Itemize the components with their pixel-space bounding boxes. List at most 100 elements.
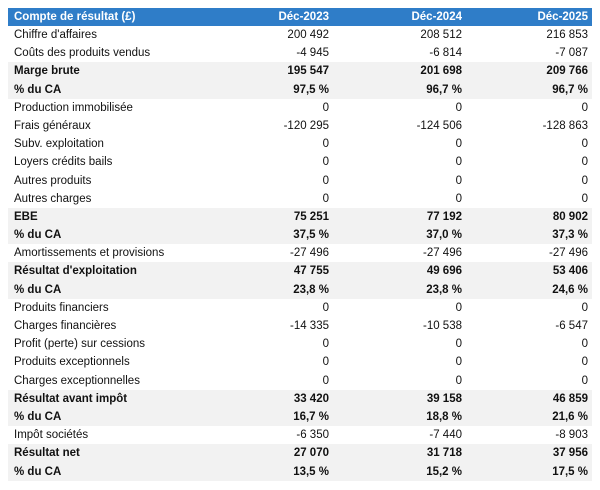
- row-label: % du CA: [14, 229, 62, 242]
- value-cell: 0: [455, 156, 462, 169]
- value-cell: Déc-2025: [537, 11, 588, 23]
- income-statement-table: Compte de résultat (£) Déc-2023 Déc-2024 Dé…: [8, 8, 592, 481]
- value-cell: 39 158: [426, 392, 462, 405]
- row-label: Marge brute: [14, 65, 80, 78]
- table-row: Frais généraux -120 295 -124 506 -128 863: [8, 117, 592, 135]
- table-row: Produits exceptionnels 0 0 0: [8, 353, 592, 371]
- value-cell: 80 902: [552, 210, 588, 223]
- header-row: Compte de résultat (£) Déc-2023 Déc-2024 Dé…: [8, 8, 592, 26]
- row-label: Charges exceptionnelles: [14, 374, 140, 387]
- row-label: Subv. exploitation: [14, 138, 104, 151]
- value-cell: 49 696: [426, 265, 462, 278]
- value-cell: 0: [322, 338, 329, 351]
- value-cell: 13,5 %: [293, 465, 329, 478]
- value-cell: 97,5 %: [293, 83, 329, 96]
- value-cell: 0: [322, 356, 329, 369]
- total-row: Résultat net 27 070 31 718 37 956: [8, 444, 592, 463]
- value-cell: -27 496: [289, 247, 329, 260]
- table-row: Chiffre d'affaires 200 492 208 512 216 853: [8, 26, 592, 44]
- table-row: Impôt sociétés -6 350 -7 440 -8 903: [8, 426, 592, 444]
- value-cell: -6 547: [555, 320, 588, 332]
- value-cell: -7 440: [429, 429, 462, 442]
- total-row: % du CA 97,5 % 96,7 % 96,7 %: [8, 80, 592, 99]
- value-cell: 0: [455, 174, 462, 187]
- value-cell: 0: [322, 156, 329, 169]
- value-cell: 37 956: [552, 447, 588, 460]
- value-cell: 0: [581, 174, 588, 187]
- value-cell: -10 538: [422, 320, 462, 332]
- total-row: Résultat avant impôt 33 420 39 158 46 859: [8, 389, 592, 408]
- value-cell: 0: [581, 156, 588, 169]
- row-label: % du CA: [14, 410, 62, 423]
- value-cell: 53 406: [552, 265, 588, 278]
- value-cell: 18,8 %: [426, 410, 462, 423]
- value-cell: -4 945: [296, 47, 329, 60]
- value-cell: -124 506: [416, 119, 462, 132]
- table-row: Charges financières -14 335 -10 538 -6 547: [8, 317, 592, 335]
- row-label: Produits exceptionnels: [14, 356, 130, 369]
- value-cell: 0: [455, 374, 462, 387]
- value-cell: 96,7 %: [426, 83, 462, 96]
- value-cell: 17,5 %: [552, 465, 588, 478]
- table-row: Profit (perte) sur cessions 0 0 0: [8, 335, 592, 353]
- value-cell: 23,8 %: [293, 283, 329, 296]
- table-row: Autres charges 0 0 0: [8, 190, 592, 208]
- row-label: EBE: [14, 210, 38, 223]
- value-cell: 0: [322, 192, 329, 205]
- value-cell: 216 853: [546, 29, 588, 41]
- total-row: % du CA 37,5 % 37,0 % 37,3 %: [8, 226, 592, 245]
- row-label: Loyers crédits bails: [14, 156, 113, 169]
- value-cell: 27 070: [293, 447, 329, 460]
- table-row: Produits financiers 0 0 0: [8, 299, 592, 317]
- value-cell: 0: [455, 356, 462, 369]
- table-row: Production immobilisée 0 0 0: [8, 99, 592, 117]
- table-row: Subv. exploitation 0 0 0: [8, 135, 592, 153]
- value-cell: 0: [322, 138, 329, 151]
- row-label: Amortissements et provisions: [14, 247, 165, 260]
- value-cell: Déc-2023: [278, 11, 329, 23]
- value-cell: -14 335: [289, 320, 329, 332]
- value-cell: 0: [455, 101, 462, 114]
- value-cell: 0: [322, 374, 329, 387]
- value-cell: 0: [455, 138, 462, 151]
- value-cell: 96,7 %: [552, 83, 588, 96]
- total-row: % du CA 13,5 % 15,2 % 17,5 %: [8, 462, 592, 481]
- value-cell: 0: [322, 101, 329, 114]
- total-row: % du CA 16,7 % 18,8 % 21,6 %: [8, 407, 592, 427]
- value-cell: 24,6 %: [552, 283, 588, 296]
- value-cell: 0: [581, 338, 588, 351]
- table-row: Coûts des produits vendus -4 945 -6 814 -7 …: [8, 44, 592, 62]
- value-cell: 0: [455, 301, 462, 314]
- value-cell: -128 863: [542, 119, 588, 132]
- value-cell: 47 755: [293, 265, 329, 278]
- row-label: Impôt sociétés: [14, 429, 89, 442]
- value-cell: -8 903: [555, 429, 588, 442]
- value-cell: 75 251: [293, 210, 329, 223]
- row-label: Autres charges: [14, 192, 92, 205]
- value-cell: 23,8 %: [426, 283, 462, 296]
- row-label: Charges financières: [14, 320, 117, 332]
- row-label: Profit (perte) sur cessions: [14, 338, 146, 351]
- total-row: Résultat d'exploitation 47 755 49 696 53 40…: [8, 262, 592, 281]
- row-label: % du CA: [14, 283, 62, 296]
- row-label: Compte de résultat (£): [14, 11, 136, 23]
- value-cell: 208 512: [420, 29, 462, 41]
- value-cell: 209 766: [546, 65, 588, 78]
- value-cell: 37,3 %: [552, 229, 588, 242]
- value-cell: Déc-2024: [411, 11, 462, 23]
- value-cell: 0: [581, 101, 588, 114]
- value-cell: -6 350: [296, 429, 329, 442]
- table-row: Charges exceptionnelles 0 0 0: [8, 372, 592, 390]
- value-cell: 0: [322, 301, 329, 314]
- value-cell: 21,6 %: [552, 410, 588, 423]
- value-cell: 37,5 %: [293, 229, 329, 242]
- value-cell: 33 420: [293, 392, 329, 405]
- total-row: % du CA 23,8 % 23,8 % 24,6 %: [8, 280, 592, 299]
- row-label: % du CA: [14, 83, 62, 96]
- value-cell: 0: [581, 301, 588, 314]
- row-label: % du CA: [14, 465, 62, 478]
- value-cell: -27 496: [548, 247, 588, 260]
- value-cell: 46 859: [552, 392, 588, 405]
- total-row: Marge brute 195 547 201 698 209 766: [8, 62, 592, 81]
